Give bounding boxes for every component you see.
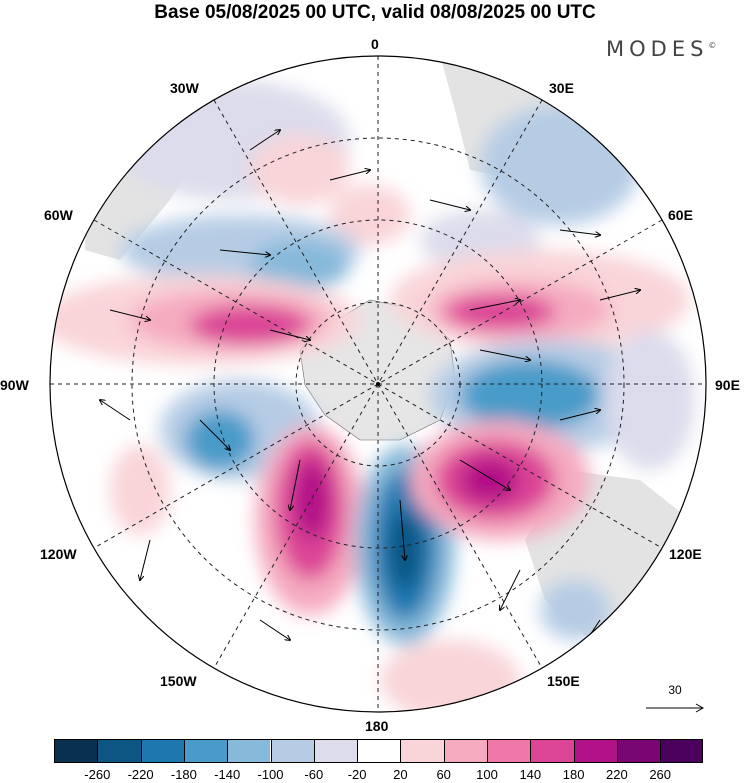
map-title: Base 05/08/2025 00 UTC, valid 08/08/2025… [154, 2, 596, 23]
colorbar-tick-label: 60 [436, 767, 451, 782]
lon-label-60e: 60E [668, 207, 693, 223]
lon-label-180: 180 [365, 718, 389, 734]
colorbar-frame [54, 739, 703, 763]
colorbar-swatch [530, 739, 574, 763]
brand-mark: © [708, 41, 717, 50]
colorbar-tick-label: 140 [519, 767, 542, 782]
colorbar-swatch [54, 739, 98, 763]
colorbar-swatch [97, 739, 141, 763]
colorbar-swatch [313, 739, 358, 763]
colorbar-tick-label: -60 [304, 767, 324, 782]
colorbar-swatch [270, 739, 314, 763]
lon-label-30w: 30W [170, 80, 199, 96]
colorbar-tick-label: -100 [257, 767, 284, 782]
colorbar-swatch [443, 739, 487, 763]
lon-label-30e: 30E [549, 80, 574, 96]
lon-label-90e: 90E [715, 377, 740, 393]
lon-label-60w: 60W [44, 207, 73, 223]
colorbar-swatch [573, 739, 617, 763]
colorbar-tick-label: 220 [606, 767, 628, 782]
pole-dot [376, 382, 380, 386]
lon-label-150e: 150E [547, 673, 580, 689]
colorbar-swatch [140, 739, 184, 763]
lon-label-120w: 120W [40, 546, 77, 562]
reference-arrow-icon [646, 703, 705, 713]
lon-label-150w: 150W [160, 673, 197, 689]
brand-logo: MODES© [606, 37, 716, 61]
colorbar-swatch [400, 739, 444, 763]
reference-vector: 30 [642, 683, 708, 713]
anomaly-field [50, 80, 695, 712]
colorbar-swatch [487, 739, 531, 763]
colorbar-tick-label: -180 [170, 767, 197, 782]
colorbar-tick-label: 20 [393, 767, 408, 782]
colorbar-tick-label: -220 [127, 767, 154, 782]
colorbar-tick-label: -260 [84, 767, 111, 782]
brand-text: MODES [606, 37, 709, 61]
lon-label-120e: 120E [669, 546, 702, 562]
colorbar-tick-label: -20 [347, 767, 367, 782]
lon-label-90w: 90W [0, 377, 29, 393]
colorbar-swatch [616, 739, 661, 763]
reference-vector-label: 30 [668, 683, 682, 697]
colorbar-swatch [660, 739, 704, 763]
colorbar-tick-label: 260 [649, 767, 672, 782]
colorbar-swatch [183, 739, 228, 763]
colorbar-swatch [227, 739, 271, 763]
wind-vectors [100, 130, 640, 650]
colorbar-swatch [357, 739, 401, 763]
colorbar-tick-label: 180 [562, 767, 585, 782]
map-border [49, 55, 707, 713]
colorbar-tick-label: 100 [476, 767, 498, 782]
colorbar-tick-label: -140 [214, 767, 241, 782]
lon-label-0: 0 [371, 36, 379, 52]
